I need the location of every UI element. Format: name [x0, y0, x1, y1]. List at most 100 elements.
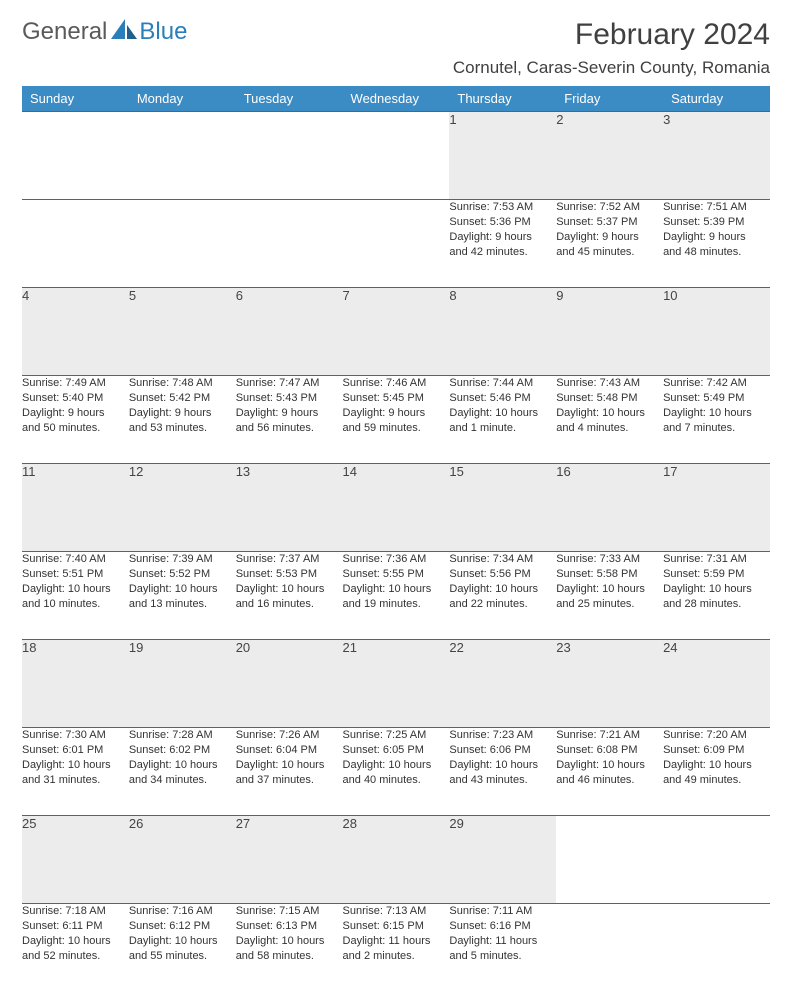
day-number-cell: 3 — [663, 112, 770, 200]
day-number-cell — [129, 112, 236, 200]
day-number-cell: 1 — [449, 112, 556, 200]
daylight-text: Daylight: 10 hours — [129, 934, 236, 949]
daylight-text: Daylight: 10 hours — [663, 582, 770, 597]
day-number-cell — [236, 112, 343, 200]
daylight-text: Daylight: 10 hours — [449, 582, 556, 597]
daylight-text: and 52 minutes. — [22, 949, 129, 964]
day-detail-cell: Sunrise: 7:34 AMSunset: 5:56 PMDaylight:… — [449, 552, 556, 640]
day-detail-cell: Sunrise: 7:51 AMSunset: 5:39 PMDaylight:… — [663, 200, 770, 288]
daylight-text: and 45 minutes. — [556, 245, 663, 260]
weekday-header: Monday — [129, 86, 236, 112]
sunset-text: Sunset: 5:58 PM — [556, 567, 663, 582]
sunrise-text: Sunrise: 7:23 AM — [449, 728, 556, 743]
daynum-row: 123 — [22, 112, 770, 200]
daylight-text: and 16 minutes. — [236, 597, 343, 612]
day-detail-cell — [236, 200, 343, 288]
daylight-text: and 25 minutes. — [556, 597, 663, 612]
daylight-text: Daylight: 10 hours — [22, 582, 129, 597]
day-detail-cell: Sunrise: 7:31 AMSunset: 5:59 PMDaylight:… — [663, 552, 770, 640]
day-detail-cell: Sunrise: 7:43 AMSunset: 5:48 PMDaylight:… — [556, 376, 663, 464]
sunrise-text: Sunrise: 7:40 AM — [22, 552, 129, 567]
daylight-text: and 10 minutes. — [22, 597, 129, 612]
daylight-text: Daylight: 9 hours — [236, 406, 343, 421]
day-detail-cell: Sunrise: 7:23 AMSunset: 6:06 PMDaylight:… — [449, 728, 556, 816]
daylight-text: and 7 minutes. — [663, 421, 770, 436]
day-detail-cell: Sunrise: 7:25 AMSunset: 6:05 PMDaylight:… — [343, 728, 450, 816]
day-number-cell: 21 — [343, 640, 450, 728]
sunrise-text: Sunrise: 7:53 AM — [449, 200, 556, 215]
weekday-header: Sunday — [22, 86, 129, 112]
daylight-text: Daylight: 9 hours — [343, 406, 450, 421]
sunrise-text: Sunrise: 7:28 AM — [129, 728, 236, 743]
sunset-text: Sunset: 5:43 PM — [236, 391, 343, 406]
day-number-cell: 2 — [556, 112, 663, 200]
sunset-text: Sunset: 6:04 PM — [236, 743, 343, 758]
detail-row: Sunrise: 7:49 AMSunset: 5:40 PMDaylight:… — [22, 376, 770, 464]
daylight-text: and 40 minutes. — [343, 773, 450, 788]
detail-row: Sunrise: 7:30 AMSunset: 6:01 PMDaylight:… — [22, 728, 770, 816]
day-number-cell: 4 — [22, 288, 129, 376]
daynum-row: 18192021222324 — [22, 640, 770, 728]
daylight-text: Daylight: 9 hours — [449, 230, 556, 245]
daylight-text: and 46 minutes. — [556, 773, 663, 788]
daylight-text: and 19 minutes. — [343, 597, 450, 612]
daylight-text: and 34 minutes. — [129, 773, 236, 788]
daynum-row: 11121314151617 — [22, 464, 770, 552]
sunrise-text: Sunrise: 7:37 AM — [236, 552, 343, 567]
sunset-text: Sunset: 5:48 PM — [556, 391, 663, 406]
day-detail-cell: Sunrise: 7:26 AMSunset: 6:04 PMDaylight:… — [236, 728, 343, 816]
sunrise-text: Sunrise: 7:39 AM — [129, 552, 236, 567]
daylight-text: Daylight: 10 hours — [22, 934, 129, 949]
sunrise-text: Sunrise: 7:52 AM — [556, 200, 663, 215]
sunset-text: Sunset: 6:08 PM — [556, 743, 663, 758]
sunset-text: Sunset: 5:37 PM — [556, 215, 663, 230]
sunset-text: Sunset: 6:06 PM — [449, 743, 556, 758]
sunrise-text: Sunrise: 7:11 AM — [449, 904, 556, 919]
daylight-text: Daylight: 10 hours — [556, 758, 663, 773]
weekday-header: Thursday — [449, 86, 556, 112]
day-number-cell: 11 — [22, 464, 129, 552]
day-number-cell — [22, 112, 129, 200]
day-detail-cell: Sunrise: 7:13 AMSunset: 6:15 PMDaylight:… — [343, 904, 450, 992]
daylight-text: and 13 minutes. — [129, 597, 236, 612]
day-detail-cell: Sunrise: 7:15 AMSunset: 6:13 PMDaylight:… — [236, 904, 343, 992]
sunset-text: Sunset: 6:01 PM — [22, 743, 129, 758]
sunrise-text: Sunrise: 7:13 AM — [343, 904, 450, 919]
daylight-text: Daylight: 9 hours — [22, 406, 129, 421]
sunset-text: Sunset: 5:45 PM — [343, 391, 450, 406]
daylight-text: and 28 minutes. — [663, 597, 770, 612]
day-detail-cell: Sunrise: 7:11 AMSunset: 6:16 PMDaylight:… — [449, 904, 556, 992]
day-detail-cell: Sunrise: 7:48 AMSunset: 5:42 PMDaylight:… — [129, 376, 236, 464]
daylight-text: Daylight: 9 hours — [129, 406, 236, 421]
sunrise-text: Sunrise: 7:44 AM — [449, 376, 556, 391]
day-number-cell: 9 — [556, 288, 663, 376]
sunset-text: Sunset: 6:13 PM — [236, 919, 343, 934]
daylight-text: Daylight: 10 hours — [556, 582, 663, 597]
detail-row: Sunrise: 7:53 AMSunset: 5:36 PMDaylight:… — [22, 200, 770, 288]
detail-row: Sunrise: 7:18 AMSunset: 6:11 PMDaylight:… — [22, 904, 770, 992]
daylight-text: and 37 minutes. — [236, 773, 343, 788]
daynum-row: 2526272829 — [22, 816, 770, 904]
day-number-cell — [556, 816, 663, 904]
daylight-text: Daylight: 10 hours — [343, 582, 450, 597]
page-title: February 2024 — [453, 18, 770, 52]
sunset-text: Sunset: 6:05 PM — [343, 743, 450, 758]
day-number-cell: 23 — [556, 640, 663, 728]
sunrise-text: Sunrise: 7:43 AM — [556, 376, 663, 391]
sunrise-text: Sunrise: 7:20 AM — [663, 728, 770, 743]
daylight-text: Daylight: 9 hours — [556, 230, 663, 245]
daylight-text: Daylight: 10 hours — [236, 934, 343, 949]
weekday-header: Saturday — [663, 86, 770, 112]
daylight-text: Daylight: 11 hours — [343, 934, 450, 949]
day-number-cell: 17 — [663, 464, 770, 552]
sunset-text: Sunset: 5:40 PM — [22, 391, 129, 406]
sunset-text: Sunset: 5:51 PM — [22, 567, 129, 582]
weekday-header: Friday — [556, 86, 663, 112]
sunrise-text: Sunrise: 7:36 AM — [343, 552, 450, 567]
daylight-text: and 1 minute. — [449, 421, 556, 436]
daylight-text: and 56 minutes. — [236, 421, 343, 436]
day-number-cell: 14 — [343, 464, 450, 552]
daylight-text: Daylight: 10 hours — [22, 758, 129, 773]
daylight-text: Daylight: 10 hours — [343, 758, 450, 773]
day-number-cell: 24 — [663, 640, 770, 728]
